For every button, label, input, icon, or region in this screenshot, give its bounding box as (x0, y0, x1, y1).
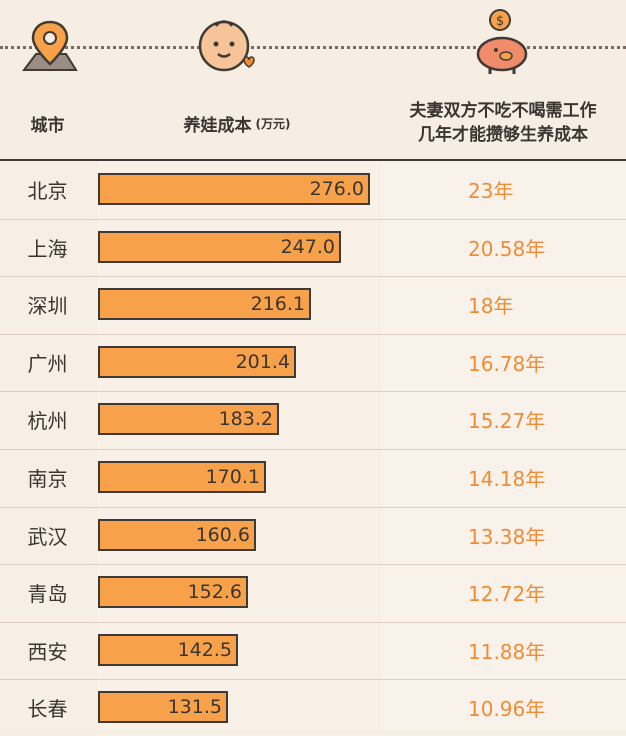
city-label: 武汉 (27, 525, 68, 549)
years-value: 10.96年 (468, 697, 546, 721)
baby-face-icon (198, 20, 255, 72)
dotted-divider (0, 46, 626, 49)
table-row: 上海 247.0 20.58年 (0, 219, 626, 276)
cost-bar: 183.2 (98, 403, 279, 435)
city-label: 长春 (27, 697, 68, 721)
row-separator (0, 449, 626, 450)
cost-bar: 131.5 (98, 691, 228, 723)
cost-bar: 276.0 (98, 173, 370, 205)
years-value: 18年 (468, 294, 514, 318)
cost-value-label: 170.1 (205, 466, 260, 488)
table-row: 南京 170.1 14.18年 (0, 449, 626, 506)
city-label: 上海 (27, 237, 68, 261)
years-value: 12.72年 (468, 582, 546, 606)
table-row: 广州 201.4 16.78年 (0, 334, 626, 391)
table-row: 长春 131.5 10.96年 (0, 679, 626, 736)
cost-value-label: 183.2 (218, 408, 273, 430)
years-value: 16.78年 (468, 352, 546, 376)
cost-value-label: 131.5 (167, 696, 222, 718)
header-city: 城市 (30, 115, 65, 136)
header-years-line1: 夫妻双方不吃不喝需工作 (409, 101, 597, 121)
table-row: 西安 142.5 11.88年 (0, 622, 626, 679)
row-separator (0, 564, 626, 565)
row-separator (0, 276, 626, 277)
cost-value-label: 247.0 (280, 236, 335, 258)
years-value: 14.18年 (468, 467, 546, 491)
cost-bar: 142.5 (98, 634, 238, 666)
table-row: 杭州 183.2 15.27年 (0, 391, 626, 448)
table-row: 武汉 160.6 13.38年 (0, 507, 626, 564)
row-separator (0, 391, 626, 392)
cost-value-label: 142.5 (177, 639, 232, 661)
cost-bar: 160.6 (98, 519, 256, 551)
location-pin-icon (22, 20, 78, 71)
header-cost: 养娃成本 (万元) (97, 86, 377, 160)
row-separator (0, 507, 626, 508)
cost-value-label: 276.0 (309, 178, 364, 200)
city-label: 北京 (27, 179, 68, 203)
row-separator (0, 219, 626, 220)
cost-bar: 201.4 (98, 346, 296, 378)
row-separator (0, 679, 626, 680)
cost-value-label: 216.1 (250, 293, 305, 315)
cost-value-label: 152.6 (187, 581, 242, 603)
cost-bar: 152.6 (98, 576, 248, 608)
header-cost-unit: (万元) (255, 116, 291, 131)
city-label: 杭州 (27, 409, 68, 433)
table-row: 青岛 152.6 12.72年 (0, 564, 626, 621)
header-years-line2: 几年才能攒够生养成本 (418, 125, 588, 145)
years-value: 13.38年 (468, 525, 546, 549)
cost-bar: 170.1 (98, 461, 266, 493)
years-column-bg (380, 161, 626, 730)
city-label: 青岛 (27, 582, 68, 606)
table-row: 北京 276.0 23年 (0, 161, 626, 218)
header-years: 夫妻双方不吃不喝需工作 几年才能攒够生养成本 (380, 86, 626, 160)
city-label: 南京 (27, 467, 68, 491)
years-value: 23年 (468, 179, 514, 203)
table-row: 深圳 216.1 18年 (0, 276, 626, 333)
city-column-bg (0, 161, 95, 730)
years-value: 20.58年 (468, 237, 546, 261)
row-separator (0, 334, 626, 335)
cost-bar: 247.0 (98, 231, 341, 263)
years-value: 11.88年 (468, 640, 546, 664)
icon-strip: $ (0, 0, 626, 86)
cost-value-label: 160.6 (195, 524, 250, 546)
city-label: 西安 (27, 640, 68, 664)
header-divider (0, 159, 626, 161)
piggy-bank-icon: $ (476, 9, 528, 74)
header-cost-label: 养娃成本 (183, 115, 252, 136)
svg-text:$: $ (496, 14, 504, 29)
row-separator (0, 622, 626, 623)
cost-bar: 216.1 (98, 288, 311, 320)
city-label: 广州 (27, 352, 68, 376)
city-label: 深圳 (27, 294, 68, 318)
cost-value-label: 201.4 (235, 351, 290, 373)
years-value: 15.27年 (468, 409, 546, 433)
